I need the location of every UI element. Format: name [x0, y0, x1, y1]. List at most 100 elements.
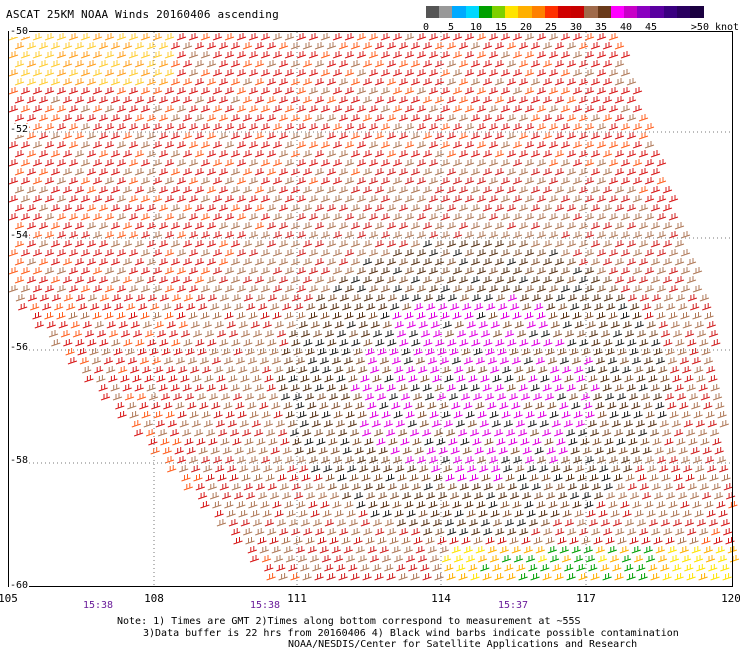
- wind-barb: [86, 258, 97, 266]
- wind-barb: [512, 159, 523, 167]
- wind-barb: [26, 258, 37, 266]
- wind-barb: [602, 258, 613, 266]
- wind-barb: [362, 150, 373, 158]
- wind-barb: [32, 87, 43, 95]
- wind-barb: [296, 69, 307, 77]
- wind-barb: [194, 186, 205, 194]
- wind-barb: [578, 186, 589, 194]
- wind-barb: [87, 294, 98, 302]
- wind-barb: [122, 168, 133, 176]
- wind-barb: [386, 78, 397, 86]
- wind-barb: [254, 150, 265, 158]
- wind-barb: [176, 312, 186, 320]
- wind-barb: [74, 204, 85, 212]
- wind-barb: [204, 330, 215, 338]
- wind-barb: [224, 87, 235, 95]
- wind-barb: [176, 159, 187, 167]
- wind-barb: [662, 258, 673, 266]
- wind-barb: [490, 321, 500, 329]
- wind-barb: [314, 132, 325, 140]
- wind-barb: [330, 303, 340, 311]
- wind-barb: [548, 312, 558, 320]
- wind-barb: [596, 87, 607, 95]
- wind-barb: [146, 150, 157, 158]
- wind-barb: [380, 312, 390, 320]
- wind-barb: [462, 303, 472, 311]
- wind-barb: [428, 231, 439, 239]
- wind-barb: [410, 114, 421, 122]
- wind-barb: [26, 78, 37, 86]
- wind-barb: [560, 249, 571, 257]
- wind-barb: [303, 294, 314, 302]
- wind-barb: [104, 231, 115, 239]
- wind-barb: [634, 321, 644, 329]
- wind-barb: [80, 249, 91, 257]
- wind-barb: [164, 177, 175, 185]
- wind-barb: [332, 33, 343, 41]
- wind-barb: [50, 60, 61, 68]
- wind-barb: [650, 240, 661, 248]
- wind-barb: [548, 177, 559, 185]
- wind-barb: [332, 105, 343, 113]
- wind-barb: [346, 321, 356, 329]
- wind-barb: [422, 186, 433, 194]
- wind-barb: [134, 60, 145, 68]
- wind-barb: [226, 321, 236, 329]
- wind-barb: [176, 51, 187, 59]
- wind-barb: [338, 42, 349, 50]
- wind-barb: [272, 159, 283, 167]
- wind-barb: [614, 114, 625, 122]
- wind-barb: [386, 96, 397, 104]
- wind-barb: [368, 159, 379, 167]
- wind-barb: [320, 33, 331, 41]
- wind-barb: [524, 69, 535, 77]
- wind-barb: [212, 213, 223, 221]
- wind-speed-legend: 0 5 10 15 20 25 30 35 40 45 >50 knots: [423, 4, 740, 34]
- wind-barb: [14, 204, 25, 212]
- wind-barb: [128, 213, 139, 221]
- wind-barb: [266, 150, 277, 158]
- wind-barb: [248, 249, 259, 257]
- wind-barb: [158, 186, 169, 194]
- wind-barb: [98, 168, 109, 176]
- wind-barb: [195, 294, 206, 302]
- wind-barb: [590, 276, 601, 284]
- wind-barb: [368, 231, 379, 239]
- wind-barb: [600, 330, 611, 338]
- wind-barb: [146, 258, 157, 266]
- wind-barb: [554, 78, 565, 86]
- wind-barb: [338, 222, 349, 230]
- wind-barb: [50, 222, 61, 230]
- wind-barb: [98, 204, 109, 212]
- wind-barb: [584, 123, 595, 131]
- wind-barb: [506, 132, 517, 140]
- wind-barb: [254, 258, 265, 266]
- wind-barb: [555, 294, 566, 302]
- wind-barb: [326, 168, 337, 176]
- wind-barb: [416, 105, 427, 113]
- wind-barb: [74, 168, 85, 176]
- wind-barb: [356, 141, 367, 149]
- wind-barb: [596, 177, 607, 185]
- wind-barb: [56, 231, 67, 239]
- wind-barb: [218, 114, 229, 122]
- wind-barb: [578, 78, 589, 86]
- wind-barb: [704, 312, 714, 320]
- wind-barb: [176, 105, 187, 113]
- wind-barb: [512, 312, 522, 320]
- wind-barb: [164, 159, 175, 167]
- wind-barb: [608, 285, 619, 293]
- wind-barb: [278, 186, 289, 194]
- wind-barb: [380, 33, 391, 41]
- wind-barb: [110, 186, 121, 194]
- wind-barb: [614, 258, 625, 266]
- wind-barb: [554, 60, 565, 68]
- wind-barb: [44, 312, 54, 320]
- wind-barb: [68, 105, 79, 113]
- wind-barb: [92, 69, 103, 77]
- wind-barb: [444, 330, 455, 338]
- wind-barb: [158, 276, 169, 284]
- wind-barb: [92, 267, 103, 275]
- wind-barb: [32, 312, 42, 320]
- wind-barb: [110, 42, 121, 50]
